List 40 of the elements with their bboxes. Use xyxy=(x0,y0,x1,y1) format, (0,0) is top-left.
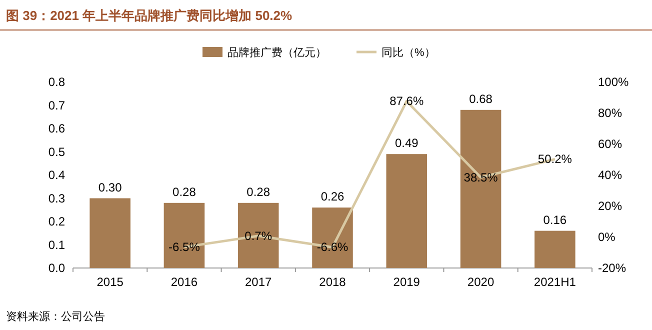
data-label: 0.49 xyxy=(394,136,419,150)
x-tick-label: 2020 xyxy=(467,275,494,289)
title: 图 39：2021 年上半年品牌推广费同比增加 50.2% xyxy=(6,8,292,23)
x-tick-label: 2015 xyxy=(96,275,124,289)
y2-tick-label: 40% xyxy=(598,168,622,182)
data-label: -6.5% xyxy=(168,240,200,254)
data-label: 0.16 xyxy=(543,212,567,227)
legend-label: 品牌推广费（亿元） xyxy=(228,46,326,59)
y2-tick-label: 80% xyxy=(598,106,622,120)
data-label: 50.2% xyxy=(538,152,572,166)
legend-label: 同比（%） xyxy=(382,46,436,59)
y-tick-label: 0.7 xyxy=(48,98,66,112)
x-tick-label: 2021H1 xyxy=(534,275,576,289)
y2-tick-label: 0% xyxy=(598,230,616,244)
data-label: -6.6% xyxy=(316,240,348,254)
y2-tick-label: 60% xyxy=(598,137,622,151)
text: 资料来源：公司公告 xyxy=(6,310,105,323)
data-label: 0.28 xyxy=(172,184,196,199)
y-tick-label: 0.0 xyxy=(48,261,66,275)
y-tick-label: 0.2 xyxy=(48,214,66,228)
y-tick-label: 0.8 xyxy=(48,75,66,89)
data-label: 0.7% xyxy=(244,228,272,243)
data-label: 0.26 xyxy=(320,190,344,204)
x-tick-label: 2017 xyxy=(245,275,272,289)
y2-tick-label: 100% xyxy=(598,75,630,89)
y-tick-label: 0.1 xyxy=(48,238,66,252)
y-tick-label: 0.5 xyxy=(48,144,66,159)
data-label: 38.5% xyxy=(464,170,498,184)
y2-tick-label: -20% xyxy=(598,261,626,275)
y2-tick-label: 20% xyxy=(598,199,622,213)
data-label: 0.68 xyxy=(469,92,493,106)
x-tick-label: 2019 xyxy=(393,275,420,289)
x-tick-label: 2016 xyxy=(170,275,198,289)
y-tick-label: 0.4 xyxy=(48,168,66,182)
data-label: 0.30 xyxy=(98,180,122,194)
y-tick-label: 0.3 xyxy=(48,191,66,206)
data-label: 87.6% xyxy=(390,94,424,108)
data-label: 0.28 xyxy=(246,184,270,199)
x-tick-label: 2018 xyxy=(319,275,346,289)
y-tick-label: 0.6 xyxy=(48,122,66,136)
